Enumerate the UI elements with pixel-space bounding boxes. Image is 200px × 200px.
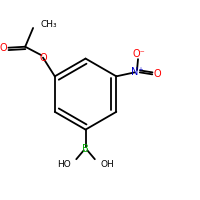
Text: O: O bbox=[154, 69, 161, 79]
Text: HO: HO bbox=[57, 160, 71, 169]
Text: O: O bbox=[39, 53, 47, 63]
Text: OH: OH bbox=[100, 160, 114, 169]
Text: O⁻: O⁻ bbox=[133, 49, 145, 59]
Text: N⁺: N⁺ bbox=[131, 67, 143, 77]
Text: B: B bbox=[82, 144, 89, 154]
Text: CH₃: CH₃ bbox=[41, 20, 57, 29]
Text: O: O bbox=[0, 43, 7, 53]
